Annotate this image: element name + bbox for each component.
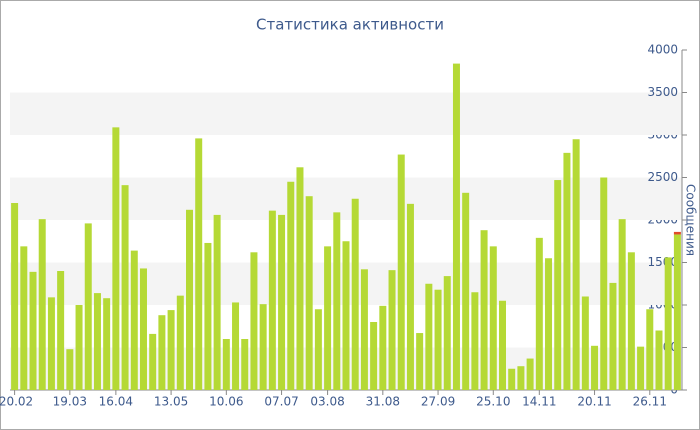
x-tick-label: 25.10 bbox=[476, 395, 510, 409]
bar bbox=[296, 167, 304, 390]
bar bbox=[462, 192, 470, 390]
bar bbox=[480, 230, 488, 390]
bar bbox=[416, 333, 424, 390]
bar bbox=[121, 185, 129, 390]
bar bbox=[112, 127, 120, 390]
bar bbox=[29, 271, 37, 390]
bar bbox=[425, 283, 433, 390]
bar bbox=[305, 196, 313, 390]
bar bbox=[600, 177, 608, 390]
bar bbox=[581, 296, 589, 390]
bar bbox=[591, 345, 599, 390]
y-tick-label: 3500 bbox=[647, 85, 678, 99]
bar bbox=[452, 63, 460, 390]
bar bbox=[535, 237, 543, 390]
bar bbox=[673, 234, 681, 390]
grid-band bbox=[10, 92, 682, 135]
bar bbox=[627, 252, 635, 390]
bar bbox=[66, 349, 74, 390]
y-tick-label: 2500 bbox=[647, 170, 678, 184]
bar bbox=[103, 298, 111, 390]
x-tick-label: 26.11 bbox=[633, 395, 667, 409]
bar bbox=[572, 139, 580, 390]
bar bbox=[47, 297, 55, 390]
bar bbox=[57, 271, 65, 390]
bar bbox=[195, 138, 203, 390]
bar bbox=[673, 231, 681, 235]
y-tick-label: 1500 bbox=[647, 255, 678, 269]
bar bbox=[360, 269, 368, 390]
bar bbox=[176, 295, 184, 390]
bar bbox=[637, 346, 645, 390]
bar bbox=[655, 330, 663, 390]
bar bbox=[351, 198, 359, 390]
bar bbox=[489, 246, 497, 390]
bar bbox=[93, 293, 101, 390]
bar bbox=[609, 282, 617, 390]
bar bbox=[664, 257, 672, 390]
bar bbox=[554, 180, 562, 390]
bar bbox=[204, 242, 212, 390]
bar bbox=[471, 292, 479, 390]
bar bbox=[498, 300, 506, 390]
bar bbox=[379, 305, 387, 390]
bar bbox=[222, 339, 230, 390]
x-tick-label: 20.02 bbox=[0, 395, 33, 409]
x-tick-label: 07.07 bbox=[264, 395, 298, 409]
bar bbox=[324, 246, 332, 390]
x-tick-label: 03.08 bbox=[310, 395, 344, 409]
x-tick-label: 10.06 bbox=[209, 395, 243, 409]
x-tick-label: 31.08 bbox=[366, 395, 400, 409]
bar bbox=[186, 209, 194, 390]
bar bbox=[268, 210, 276, 390]
bar bbox=[11, 203, 19, 390]
bar bbox=[342, 241, 350, 390]
bar bbox=[397, 154, 405, 390]
x-tick-label: 13.05 bbox=[154, 395, 188, 409]
bar bbox=[278, 214, 286, 390]
bar bbox=[250, 252, 258, 390]
bar bbox=[406, 203, 414, 390]
bar bbox=[287, 181, 295, 390]
bar bbox=[545, 258, 553, 390]
bar bbox=[84, 223, 92, 390]
x-tick-label: 20.11 bbox=[577, 395, 611, 409]
bar bbox=[259, 304, 267, 390]
y-tick-label: 4000 bbox=[647, 43, 678, 57]
bar bbox=[370, 322, 378, 390]
x-tick-label: 16.04 bbox=[99, 395, 133, 409]
chart-title: Статистика активности bbox=[256, 16, 444, 34]
bar bbox=[167, 310, 175, 390]
bar bbox=[333, 212, 341, 390]
bar bbox=[20, 246, 28, 390]
bar bbox=[434, 289, 442, 390]
bar bbox=[618, 219, 626, 390]
bar bbox=[526, 358, 534, 390]
x-tick-label: 14.11 bbox=[522, 395, 556, 409]
bar bbox=[213, 214, 221, 390]
bar bbox=[517, 366, 525, 390]
bar bbox=[75, 305, 83, 390]
x-tick-label: 19.03 bbox=[53, 395, 87, 409]
bar bbox=[149, 333, 157, 390]
bar bbox=[388, 270, 396, 390]
bar bbox=[158, 315, 166, 390]
bar bbox=[443, 276, 451, 390]
bar bbox=[130, 250, 138, 390]
bar bbox=[508, 368, 516, 390]
grid-band bbox=[10, 177, 682, 220]
bar bbox=[38, 219, 46, 390]
bar bbox=[241, 339, 249, 390]
bar bbox=[139, 268, 147, 390]
bar bbox=[646, 309, 654, 390]
bar bbox=[232, 302, 240, 390]
y-axis-title: Сообщения bbox=[684, 184, 698, 256]
x-tick-label: 27.09 bbox=[421, 395, 455, 409]
bar bbox=[563, 152, 571, 390]
bar bbox=[314, 309, 322, 390]
